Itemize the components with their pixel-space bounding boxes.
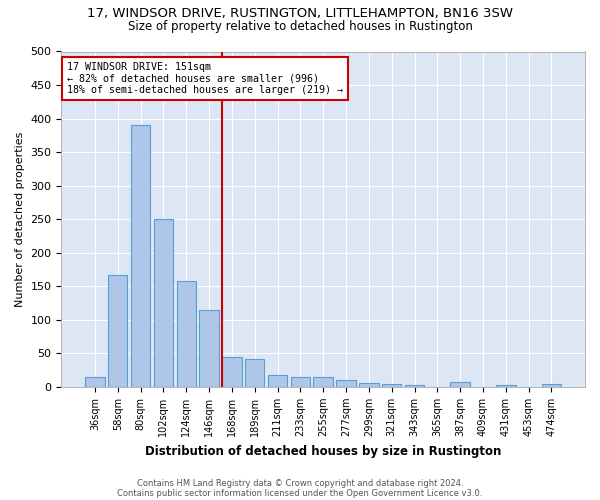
Bar bbox=[176, 281, 196, 387]
Bar bbox=[222, 357, 242, 387]
Bar bbox=[290, 377, 310, 387]
Bar bbox=[405, 385, 424, 387]
Bar bbox=[268, 375, 287, 387]
Text: Contains HM Land Registry data © Crown copyright and database right 2024.: Contains HM Land Registry data © Crown c… bbox=[137, 478, 463, 488]
Bar bbox=[313, 377, 333, 387]
Bar bbox=[382, 384, 401, 387]
Text: 17 WINDSOR DRIVE: 151sqm
← 82% of detached houses are smaller (996)
18% of semi-: 17 WINDSOR DRIVE: 151sqm ← 82% of detach… bbox=[67, 62, 343, 95]
Bar bbox=[154, 219, 173, 387]
Bar bbox=[245, 359, 265, 387]
Bar bbox=[108, 275, 127, 387]
Bar bbox=[337, 380, 356, 387]
Bar bbox=[85, 377, 104, 387]
Bar bbox=[451, 382, 470, 387]
Bar bbox=[542, 384, 561, 387]
Text: Size of property relative to detached houses in Rustington: Size of property relative to detached ho… bbox=[128, 20, 472, 33]
Bar bbox=[359, 383, 379, 387]
Bar bbox=[131, 126, 150, 387]
Bar bbox=[199, 310, 219, 387]
Text: Contains public sector information licensed under the Open Government Licence v3: Contains public sector information licen… bbox=[118, 488, 482, 498]
Bar bbox=[496, 385, 515, 387]
X-axis label: Distribution of detached houses by size in Rustington: Distribution of detached houses by size … bbox=[145, 444, 502, 458]
Text: 17, WINDSOR DRIVE, RUSTINGTON, LITTLEHAMPTON, BN16 3SW: 17, WINDSOR DRIVE, RUSTINGTON, LITTLEHAM… bbox=[87, 8, 513, 20]
Y-axis label: Number of detached properties: Number of detached properties bbox=[15, 132, 25, 307]
